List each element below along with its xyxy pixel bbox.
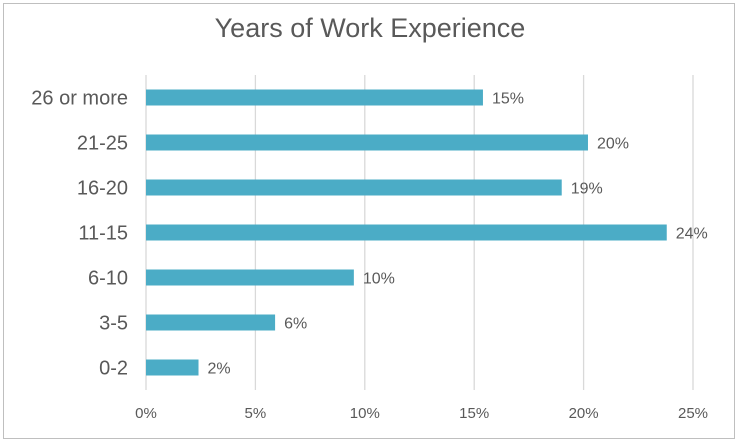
bar — [146, 134, 588, 151]
x-tick-label: 15% — [459, 405, 489, 422]
category-label: 6-10 — [88, 268, 128, 290]
x-tick-label: 0% — [135, 405, 157, 422]
bar — [146, 314, 276, 331]
data-label: 24% — [676, 226, 708, 243]
data-label: 15% — [492, 91, 524, 108]
bar — [146, 224, 667, 241]
chart-title: Years of Work Experience — [214, 13, 526, 43]
category-label: 11-15 — [78, 223, 128, 245]
category-label: 0-2 — [99, 358, 128, 380]
x-tick-label: 10% — [350, 405, 380, 422]
category-axis: 26 or more 21-25 16-20 11-15 6-10 3-5 0-2 — [31, 88, 128, 380]
bar — [146, 359, 199, 376]
bar — [146, 269, 354, 286]
category-label: 3-5 — [99, 313, 128, 335]
category-label: 21-25 — [77, 133, 128, 155]
data-label: 20% — [597, 136, 629, 153]
bar — [146, 179, 562, 196]
data-label: 19% — [571, 181, 603, 198]
value-axis: 0% 5% 10% 15% 20% 25% — [135, 405, 708, 422]
category-label: 16-20 — [77, 178, 128, 200]
bar — [146, 89, 483, 106]
data-label: 6% — [284, 316, 307, 333]
data-labels: 15% 20% 19% 24% 10% 6% 2% — [208, 91, 708, 378]
data-label: 2% — [208, 361, 231, 378]
x-tick-label: 25% — [678, 405, 708, 422]
bars — [146, 89, 667, 376]
x-tick-label: 5% — [245, 405, 267, 422]
data-label: 10% — [363, 271, 395, 288]
category-label: 26 or more — [31, 88, 128, 110]
chart-frame — [3, 3, 735, 439]
x-tick-label: 20% — [569, 405, 599, 422]
